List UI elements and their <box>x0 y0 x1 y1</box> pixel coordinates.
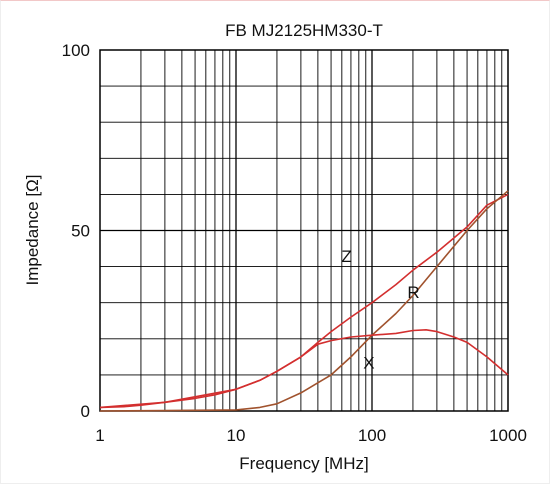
series-layer <box>99 190 509 412</box>
x-tick-label: 1 <box>95 426 104 445</box>
x-tick-label: 100 <box>358 426 386 445</box>
y-axis-label: Impedance [Ω] <box>23 175 42 286</box>
series-line-x <box>99 328 509 409</box>
x-tick-label: 10 <box>227 426 246 445</box>
y-tick-labels: 0 50 100 <box>62 41 90 421</box>
curve-label-r: R <box>407 283 419 302</box>
y-tick-label: 0 <box>81 402 90 421</box>
series-line-r <box>99 190 509 412</box>
annotation-layer: Z R X <box>341 247 419 372</box>
y-tick-label: 100 <box>62 41 90 60</box>
major-grid <box>100 50 508 411</box>
curve-label-x: X <box>363 353 374 372</box>
x-tick-labels: 1 10 100 1000 <box>95 426 527 445</box>
x-tick-label: 1000 <box>489 426 527 445</box>
x-axis-label: Frequency [MHz] <box>239 454 368 473</box>
curve-label-z: Z <box>341 247 351 266</box>
y-tick-label: 50 <box>71 222 90 241</box>
chart-title: FB MJ2125HM330-T <box>225 21 383 40</box>
plot-area-border <box>99 49 509 412</box>
